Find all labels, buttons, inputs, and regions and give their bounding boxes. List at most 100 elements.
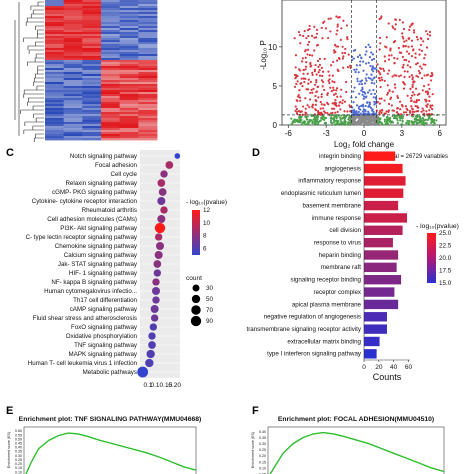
heatmap-cell (45, 76, 65, 79)
panel-letter-d: D (252, 147, 260, 159)
volcano-point-fc (377, 122, 380, 125)
volcano-point-p (365, 50, 368, 53)
dot-mark (165, 161, 174, 169)
volcano-point-fc (340, 122, 343, 125)
heatmap-cell (138, 4, 158, 7)
volcano-point-sig (377, 76, 381, 80)
volcano-point-ns (363, 121, 366, 124)
heatmap-cell (119, 64, 139, 67)
category-label: Cell adhesion molecules (CAMs) (47, 216, 137, 223)
category-label: signaling receptor binding (290, 277, 361, 284)
volcano-point-sig (320, 79, 324, 82)
volcano-point-sig (306, 104, 309, 107)
volcano-point-sig (311, 71, 314, 75)
volcano-plot-panel: -6 -3 0 3 6 0 5 10 Log₂ fold change -Log₁₀ P total… (259, 0, 448, 160)
volcano-point-sig (314, 63, 317, 67)
volcano-point-sig (320, 93, 323, 96)
heatmap-cell (101, 36, 121, 39)
volcano-point-sig (399, 100, 402, 103)
heatmap-cell (138, 6, 158, 9)
volcano-point-sig (298, 34, 302, 37)
volcano-point-fc (329, 119, 333, 123)
bar-mark (364, 349, 377, 359)
y-tick-label: 0.40 (259, 430, 266, 434)
dot-mark (153, 260, 162, 268)
x-tick-label: 0 (362, 364, 366, 371)
heatmap-cell (101, 48, 121, 51)
volcano-point-sig (410, 23, 413, 26)
volcano-point-sig (401, 104, 404, 108)
heatmap-cell (101, 12, 121, 15)
heatmap-cell (138, 90, 158, 93)
heatmap-cell (82, 104, 102, 107)
bar-mark (364, 163, 403, 174)
volcano-point-sig (428, 34, 432, 37)
volcano-point-sig (396, 57, 399, 60)
heatmap-cell (119, 74, 139, 77)
volcano-point-sig (343, 110, 346, 113)
volcano-point-ns (370, 123, 373, 126)
bar-mark (364, 299, 399, 310)
heatmap-cell (119, 68, 139, 71)
size-legend-dot (191, 294, 201, 304)
heatmap-cell (138, 2, 158, 5)
volcano-point-ns (358, 115, 361, 118)
heatmap-cell (63, 102, 83, 105)
heatmap-cell (119, 90, 139, 93)
category-label: extracellular matrix binding (287, 338, 361, 345)
category-label: FoxO signaling pathway (71, 324, 138, 331)
heatmap-cell (138, 64, 158, 67)
category-label: Calcium signaling pathway (64, 252, 138, 259)
volcano-point-sig (413, 93, 416, 96)
heatmap-cell (119, 82, 139, 85)
heatmap-cell (101, 20, 121, 23)
volcano-point-ns (354, 122, 357, 125)
category-label: Focal adhesion (95, 162, 138, 169)
heatmap-cell (119, 92, 139, 95)
heatmap-cell (63, 136, 83, 139)
volcano-point-p (355, 111, 358, 114)
heatmap-cell (63, 126, 83, 129)
heatmap-cell (138, 108, 158, 111)
volcano-point-fc (426, 118, 429, 121)
volcano-point-sig (342, 55, 345, 58)
heatmap-cell (45, 36, 65, 39)
heatmap-cell (138, 24, 158, 27)
volcano-point-sig (314, 109, 318, 112)
category-label: PI3K- Akt signaling pathway (60, 225, 138, 232)
volcano-point-sig (415, 35, 419, 39)
volcano-point-fc (324, 121, 328, 124)
dot-mark (146, 349, 155, 359)
volcano-point-sig (296, 74, 299, 78)
volcano-point-p (372, 70, 375, 73)
volcano-point-sig (429, 79, 433, 82)
heatmap-cell (82, 74, 102, 77)
volcano-point-sig (421, 89, 424, 92)
volcano-point-sig (386, 72, 389, 75)
heatmap-cell (63, 70, 83, 73)
heatmap-cell (63, 86, 83, 89)
heatmap-cell (45, 12, 65, 15)
volcano-point-sig (427, 83, 430, 86)
heatmap-cell (45, 94, 65, 97)
volcano-point-fc (384, 122, 387, 125)
color-legend-tick: 15.0 (439, 280, 452, 287)
category-label: type I interferon signaling pathway (267, 351, 362, 358)
x-tick-label: 3 (400, 129, 405, 138)
volcano-point-sig (322, 80, 325, 84)
volcano-point-sig (379, 42, 382, 45)
volcano-point-sig (403, 75, 406, 79)
heatmap-cell (82, 116, 102, 119)
heatmap-cell (138, 30, 158, 33)
heatmap-cell (119, 48, 139, 51)
volcano-point-sig (294, 66, 297, 69)
heatmap-cell (101, 54, 121, 57)
volcano-point-p (365, 79, 368, 82)
heatmap-cell (63, 34, 83, 37)
size-legend-title: count (186, 275, 202, 282)
heatmap-cell (119, 110, 139, 113)
volcano-point-sig (315, 44, 319, 47)
volcano-point-sig (420, 110, 423, 113)
volcano-point-sig (335, 45, 338, 48)
volcano-point-sig (403, 58, 406, 62)
